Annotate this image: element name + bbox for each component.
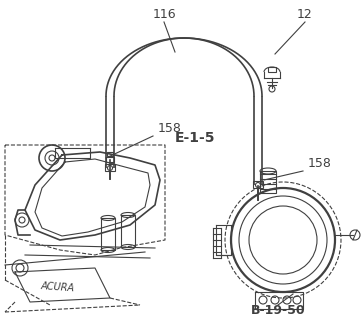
Bar — [253, 181, 263, 188]
Bar — [106, 157, 114, 162]
Text: B-19-50: B-19-50 — [251, 303, 305, 316]
Bar — [260, 171, 276, 193]
Bar — [101, 218, 115, 250]
Text: 158: 158 — [308, 156, 332, 170]
Text: 158: 158 — [158, 122, 182, 134]
Bar — [121, 215, 135, 247]
Text: 116: 116 — [152, 7, 176, 20]
Bar — [107, 152, 113, 156]
Text: E-1-5: E-1-5 — [175, 131, 215, 145]
Text: ACURA: ACURA — [41, 281, 75, 293]
Text: 12: 12 — [297, 7, 313, 20]
Bar — [268, 67, 276, 72]
Bar — [105, 164, 115, 171]
